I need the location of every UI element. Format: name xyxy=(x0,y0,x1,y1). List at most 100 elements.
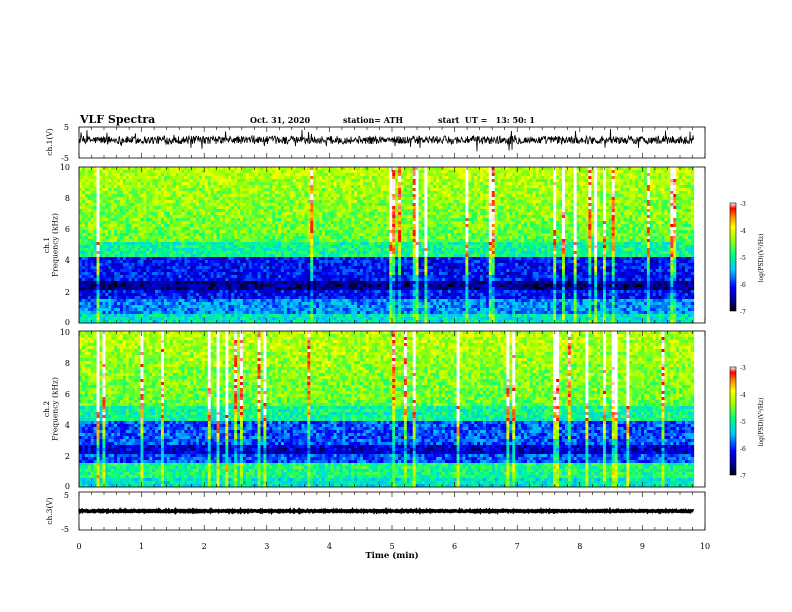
ch2-spectrogram-row xyxy=(79,427,694,430)
ch2-spectrogram-row xyxy=(79,403,694,406)
ch2-spectrogram-image xyxy=(79,331,694,487)
ch1-colorbar-tick-bottom: -7 xyxy=(740,309,746,316)
ch1-ytick-4: 4 xyxy=(65,256,70,265)
date-label: Oct. 31, 2020 xyxy=(250,115,311,125)
ch2-spectrogram-row xyxy=(79,472,694,475)
ch2-ytick-10: 10 xyxy=(60,328,70,337)
ch2-spectrogram-row xyxy=(79,382,694,385)
ch2-spectrogram-row xyxy=(79,460,694,463)
ch2-spectrogram-row xyxy=(79,457,694,460)
ch1-spectrogram-row xyxy=(79,272,694,275)
ch2-ytick-0: 0 xyxy=(65,482,70,491)
ch1-spectrogram-row xyxy=(79,287,694,290)
ch2-spectrogram-row xyxy=(79,400,694,403)
ch3-waveform-trace xyxy=(79,510,694,511)
ch1-spectrogram-row xyxy=(79,302,694,305)
ch2-colorbar-tick-top: -3 xyxy=(740,365,746,372)
ch2-spectrogram-row xyxy=(79,376,694,379)
ch1-waveform-panel: 5 -5 ch.1(V) xyxy=(45,123,705,163)
x-tick-label: 8 xyxy=(577,542,582,551)
ch2-spectrogram-row xyxy=(79,346,694,349)
ch1-spectrogram-row xyxy=(79,266,694,269)
x-tick-label: 2 xyxy=(202,542,207,551)
ch3-waveform-panel: 5 -5 ch.3(V) xyxy=(45,491,705,534)
ch2-spectrogram-row xyxy=(79,442,694,445)
ch1-spectrogram-row xyxy=(79,221,694,224)
x-axis-tick-labels: 0 1 2 3 4 5 6 7 8 9 10 xyxy=(76,542,710,551)
ch2-spectrogram-row xyxy=(79,415,694,418)
ch1-spectrogram-row xyxy=(79,230,694,233)
ch1-ytick-top: 5 xyxy=(64,123,69,132)
ch2-spectrogram-row xyxy=(79,334,694,337)
ch1-spectrogram-row xyxy=(79,236,694,239)
ch2-colorbar xyxy=(730,367,736,475)
ch1-spectrogram-row xyxy=(79,305,694,308)
ch1-spectrogram-row xyxy=(79,173,694,176)
ch1-spectrogram-row xyxy=(79,299,694,302)
x-tick-label: 0 xyxy=(76,542,81,551)
ch2-spectrogram-row xyxy=(79,397,694,400)
x-tick-label: 5 xyxy=(389,542,394,551)
x-axis-label: Time (min) xyxy=(365,550,418,561)
ch1-spectrogram-row xyxy=(79,227,694,230)
ch1-colorbar xyxy=(730,203,736,311)
ch2-ytick-8: 8 xyxy=(65,359,70,368)
ch1-spectrogram-panel: 0 2 4 6 8 10 ch.1Frequency (kHz) -3 -4 -… xyxy=(42,163,765,327)
ch2-spectrogram-row xyxy=(79,412,694,415)
ch1-spectrogram-row xyxy=(79,233,694,236)
ch1-ytick-8: 8 xyxy=(65,194,70,203)
ch1-spectrogram-row xyxy=(79,218,694,221)
ch1-spectrogram-row xyxy=(79,251,694,254)
ch1-spectrogram-row xyxy=(79,203,694,206)
ch1-colorbar-tick-4: -6 xyxy=(740,282,746,289)
ch2-spectrogram-row xyxy=(79,466,694,469)
ch3-ytick-bottom: -5 xyxy=(61,525,69,534)
x-tick-label: 1 xyxy=(139,542,144,551)
ch2-spectrogram-row xyxy=(79,445,694,448)
ch2-ylabel: ch.2Frequency (kHz) xyxy=(42,377,59,441)
ch2-spectrogram-row xyxy=(79,430,694,433)
ch1-spectrogram-row xyxy=(79,281,694,284)
ch2-spectrogram-row xyxy=(79,361,694,364)
ch1-colorbar-tick-3: -5 xyxy=(740,255,746,262)
ch1-spectrogram-row xyxy=(79,275,694,278)
ch1-spectrogram-row xyxy=(79,212,694,215)
ch2-spectrogram-panel: 0 2 4 6 8 10 ch.2Frequency (kHz) -3 -4 -… xyxy=(42,328,765,491)
ch3-ytick-top: 5 xyxy=(64,491,69,500)
ch2-spectrogram-row xyxy=(79,433,694,436)
ch1-spectrogram-row xyxy=(79,242,694,245)
figure-title: VLF Spectra xyxy=(79,113,155,126)
ch1-spectrogram-row xyxy=(79,182,694,185)
ch1-ytick-0: 0 xyxy=(65,318,70,327)
ch2-spectrogram-row xyxy=(79,409,694,412)
ch3-waveform-plot xyxy=(79,510,694,511)
ch1-waveform-plot xyxy=(79,129,694,152)
x-tick-label: 10 xyxy=(700,542,710,551)
ch2-spectrogram-row xyxy=(79,373,694,376)
ch1-spectrogram-row xyxy=(79,194,694,197)
ch2-spectrogram-row xyxy=(79,388,694,391)
ch1-spectrogram-row xyxy=(79,248,694,251)
ch1-spectrogram-row xyxy=(79,176,694,179)
ch2-colorbar-tick-4: -6 xyxy=(740,446,746,453)
ch1-spectrogram-row xyxy=(79,209,694,212)
ch1-spectrogram-row xyxy=(79,197,694,200)
ch2-spectrogram-row xyxy=(79,478,694,481)
ch1-spectrogram-row xyxy=(79,191,694,194)
ch2-spectrogram-row xyxy=(79,352,694,355)
ch1-spectrogram-row xyxy=(79,206,694,209)
ch2-spectrogram-row xyxy=(79,340,694,343)
x-tick-label: 9 xyxy=(640,542,645,551)
x-tick-label: 4 xyxy=(327,542,332,551)
ch1-ytick-2: 2 xyxy=(65,288,70,297)
x-tick-label: 7 xyxy=(515,542,520,551)
ch1-spectrogram-row xyxy=(79,239,694,242)
ch1-spectrogram-row xyxy=(79,188,694,191)
ch1-ytick-6: 6 xyxy=(65,225,70,234)
ch2-spectrogram-row xyxy=(79,385,694,388)
ch2-spectrogram-row xyxy=(79,418,694,421)
ch1-spectrogram-row xyxy=(79,224,694,227)
ch2-spectrogram-row xyxy=(79,469,694,472)
ch2-spectrogram-row xyxy=(79,343,694,346)
